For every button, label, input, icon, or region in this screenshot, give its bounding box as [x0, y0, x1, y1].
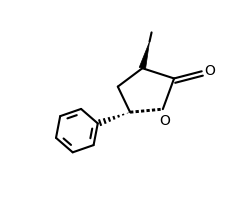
Text: O: O: [204, 64, 215, 78]
Text: O: O: [160, 114, 170, 128]
Polygon shape: [139, 42, 149, 69]
